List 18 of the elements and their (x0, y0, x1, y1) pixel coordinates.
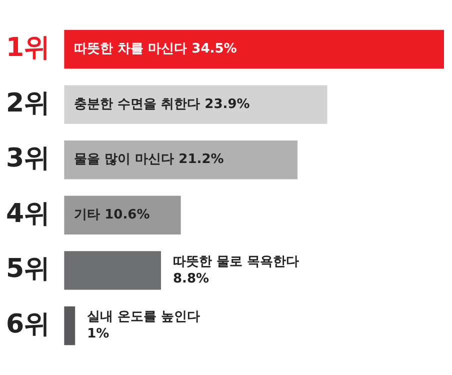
y-tick-label: 5위 (6, 254, 50, 284)
data-label: 기타 10.6% (74, 208, 150, 223)
bar (64, 30, 444, 69)
data-label: 실내 온도를 높인다 1% (87, 310, 200, 342)
y-tick-label: 3위 (6, 144, 50, 174)
y-tick-label: 4위 (6, 198, 50, 229)
data-label: 따뜻한 물로 목욕한다 8.8% (172, 254, 300, 286)
bar (64, 306, 76, 346)
bar (64, 251, 161, 290)
bar (64, 140, 298, 180)
data-label: 물을 많이 마신다 21.2% (74, 152, 224, 168)
y-tick-label: 1위 (6, 33, 50, 63)
bar (64, 85, 328, 124)
data-label: 충분한 수면을 취한다 23.9% (74, 96, 250, 112)
bar (64, 196, 181, 235)
y-tick-label: 6위 (6, 310, 50, 340)
data-label: 따뜻한 차를 마신다 34.5% (74, 42, 237, 57)
y-tick-label: 2위 (6, 88, 50, 118)
